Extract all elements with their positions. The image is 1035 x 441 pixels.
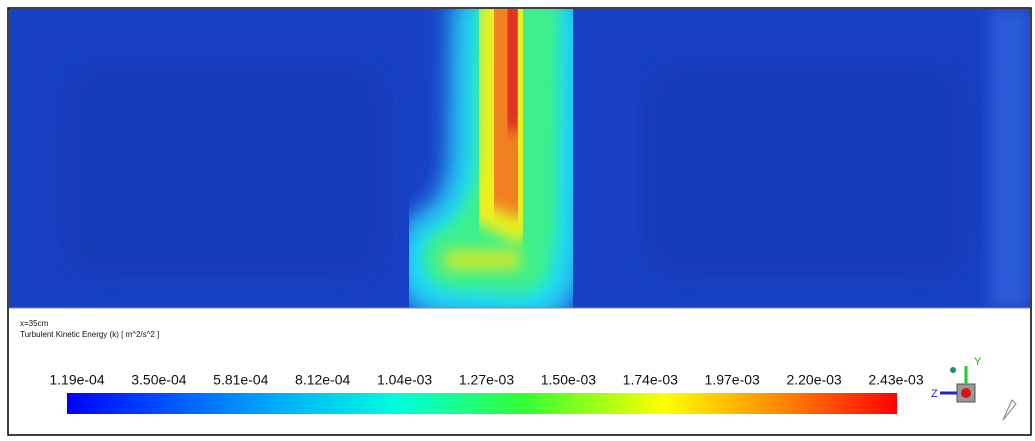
- colorbar-tick-label: 5.81e-04: [213, 372, 268, 388]
- colorbar-gradient: [67, 393, 897, 414]
- triad-y-label: Y: [974, 356, 982, 368]
- colorbar-tick-label: 2.20e-03: [786, 372, 841, 388]
- colorbar: [67, 393, 897, 414]
- slice-label: x=35cm: [20, 319, 49, 328]
- colorbar-tick-label: 1.27e-03: [459, 372, 514, 388]
- colorbar-tick-label: 3.50e-04: [131, 372, 186, 388]
- colorbar-tick-label: 8.12e-04: [295, 372, 350, 388]
- colorbar-tick-label: 1.50e-03: [541, 372, 596, 388]
- colorbar-tick-label: 1.97e-03: [705, 372, 760, 388]
- variable-label: Turbulent Kinetic Energy (k) [ m^2/s^2 ]: [20, 330, 159, 339]
- colorbar-tick-label: 1.04e-03: [377, 372, 432, 388]
- colorbar-tick-label: 1.74e-03: [623, 372, 678, 388]
- contour-field: [9, 9, 1030, 308]
- colorbar-tick-label: 2.43e-03: [868, 372, 923, 388]
- triad-z-label: Z: [931, 388, 938, 400]
- axis-triad: Y Z: [931, 356, 1017, 421]
- colorbar-tick-label: 1.19e-04: [49, 372, 104, 388]
